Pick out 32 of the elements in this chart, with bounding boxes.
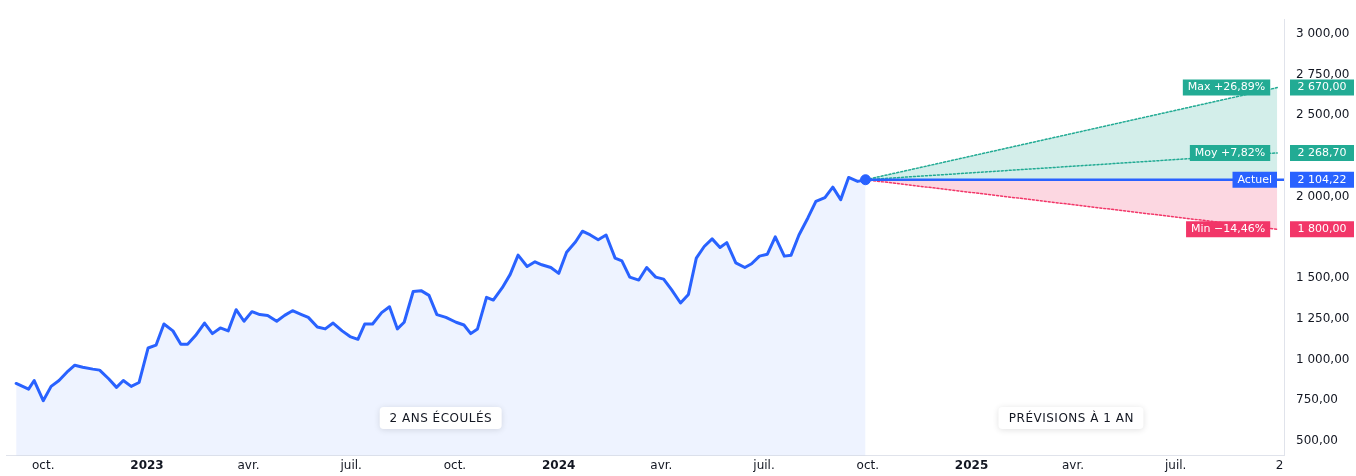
x-tick-label: 2023 (130, 457, 164, 472)
series-label: Actuel (1237, 172, 1273, 186)
data-label: 2 670,00 (1297, 80, 1347, 94)
y-tick-label: 1 250,00 (1296, 310, 1350, 325)
x-tick-label: 2024 (542, 457, 576, 472)
x-tick-label: 2025 (954, 457, 989, 472)
y-tick-label: 1 000,00 (1296, 351, 1350, 366)
series-label: Max +26,89% (1187, 80, 1266, 94)
annotation: PRÉVISIONS À 1 AN (998, 406, 1144, 429)
series-label: Moy +7,82% (1194, 145, 1266, 159)
x-tick-label: juil. (1164, 457, 1187, 472)
y-tick-label: 2 000,00 (1296, 188, 1350, 203)
annotation: 2 ANS ÉCOULÉS (379, 406, 503, 429)
data-label: 2 268,70 (1297, 145, 1347, 159)
x-tick-label: avr. (1062, 457, 1085, 472)
x-tick-label: juil. (339, 457, 362, 472)
series-label: Min −14,46% (1191, 222, 1266, 236)
x-tick-label: oct. (443, 457, 467, 472)
y-tick-label: 1 500,00 (1296, 270, 1350, 285)
x-tick-label: avr. (237, 457, 260, 472)
x-tick-label: oct. (31, 457, 55, 472)
y-tick-label: 3 000,00 (1296, 25, 1350, 40)
data-label: 1 800,00 (1297, 222, 1347, 236)
y-tick-label: 500,00 (1296, 433, 1338, 448)
x-tick-label: oct. (856, 457, 880, 472)
y-tick-label: 750,00 (1296, 392, 1338, 407)
x-tick-label: avr. (650, 457, 673, 472)
data-label: 2 104,22 (1297, 172, 1347, 186)
y-tick-label: 2 750,00 (1296, 66, 1350, 81)
x-tick-label: juil. (752, 457, 775, 472)
y-tick-label: 2 500,00 (1296, 107, 1350, 122)
x-tick-label: 2 (1275, 457, 1284, 472)
